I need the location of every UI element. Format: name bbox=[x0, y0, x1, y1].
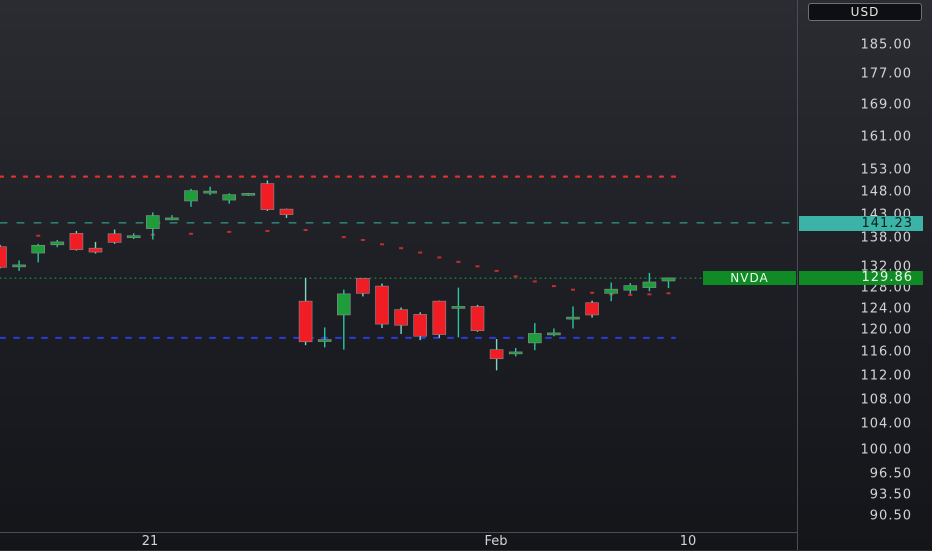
candle-body bbox=[375, 285, 389, 325]
envelope-dot bbox=[418, 251, 423, 254]
reference-price-label: 141.23 bbox=[799, 215, 923, 231]
candle-body bbox=[0, 246, 7, 268]
candlestick-chart[interactable] bbox=[0, 0, 798, 532]
envelope-dot bbox=[590, 291, 595, 294]
candle-body bbox=[146, 215, 160, 229]
candle-body bbox=[12, 264, 26, 268]
candle-body bbox=[642, 281, 657, 288]
candle-body bbox=[451, 306, 466, 309]
candle-body bbox=[317, 339, 332, 342]
candle-body bbox=[356, 278, 370, 294]
envelope-dot bbox=[551, 285, 556, 288]
candle-body bbox=[88, 247, 103, 253]
candle-body bbox=[222, 194, 236, 201]
envelope-dot bbox=[189, 232, 193, 235]
price-tick-label: 104.00 bbox=[860, 416, 912, 432]
candle-body bbox=[489, 349, 504, 360]
candle-body bbox=[126, 235, 141, 238]
price-tick-label: 90.50 bbox=[869, 508, 912, 524]
candle-body bbox=[241, 193, 256, 196]
candle-body bbox=[298, 300, 313, 343]
envelope-dot bbox=[380, 243, 384, 246]
price-tick-label: 108.00 bbox=[860, 392, 912, 408]
chart-plot-area[interactable]: NVDA bbox=[0, 0, 798, 532]
price-tick-label: 185.00 bbox=[860, 37, 912, 53]
candle-body bbox=[31, 244, 46, 254]
envelope-dot bbox=[227, 230, 232, 233]
candle-body bbox=[566, 316, 580, 320]
envelope-dot bbox=[36, 234, 41, 237]
candle-body bbox=[107, 233, 122, 243]
currency-selector[interactable]: USD bbox=[808, 3, 922, 21]
candle-body bbox=[508, 351, 523, 355]
time-label-feb: Feb bbox=[484, 534, 508, 549]
price-axis[interactable]: USD 185.00 177.00 169.00 161.00 153.00 148.00… bbox=[797, 0, 932, 550]
candle-body bbox=[623, 285, 638, 291]
time-axis[interactable]: 21 Feb 10 bbox=[0, 532, 797, 551]
candle-body bbox=[50, 241, 65, 246]
envelope-dot bbox=[647, 293, 652, 296]
candle-body bbox=[661, 277, 676, 282]
candle-body bbox=[604, 288, 619, 294]
price-tick-label: 148.00 bbox=[860, 184, 912, 200]
price-tick-label: 100.00 bbox=[860, 442, 912, 458]
symbol-label: NVDA bbox=[703, 271, 796, 286]
price-tick-label: 153.00 bbox=[860, 162, 912, 178]
envelope-dot bbox=[513, 275, 518, 278]
candle-body bbox=[413, 314, 428, 337]
candle-body bbox=[165, 217, 179, 221]
envelope-dot bbox=[360, 238, 365, 241]
candle-body bbox=[184, 190, 198, 202]
candle-body bbox=[527, 333, 542, 344]
price-tick-label: 161.00 bbox=[860, 129, 912, 145]
price-tick-label: 132.00 bbox=[860, 259, 912, 275]
envelope-dot bbox=[303, 229, 308, 232]
time-label-21: 21 bbox=[141, 534, 159, 549]
candle-body bbox=[203, 190, 217, 194]
price-tick-label: 120.00 bbox=[860, 322, 912, 338]
envelope-dot bbox=[532, 280, 537, 283]
last-price-label: 129.86 bbox=[799, 271, 923, 286]
envelope-dot bbox=[494, 269, 499, 272]
candle-body bbox=[547, 332, 561, 336]
candle-body bbox=[585, 302, 599, 316]
envelope-dot bbox=[456, 260, 461, 263]
price-tick-label: 177.00 bbox=[860, 66, 912, 82]
candle-body bbox=[394, 309, 408, 326]
candle-body bbox=[432, 300, 447, 335]
envelope-dot bbox=[399, 247, 404, 250]
envelope-dot bbox=[265, 229, 270, 232]
envelope-dot bbox=[475, 265, 480, 268]
envelope-dot bbox=[628, 293, 633, 296]
price-tick-label: 138.00 bbox=[860, 230, 912, 246]
candle-body bbox=[279, 208, 294, 215]
envelope-dot bbox=[437, 256, 442, 259]
candle-body bbox=[336, 293, 351, 316]
envelope-dot bbox=[666, 292, 671, 295]
candle-body bbox=[69, 233, 84, 250]
price-tick-label: 112.00 bbox=[860, 368, 912, 384]
time-label-10: 10 bbox=[679, 534, 697, 549]
price-tick-label: 96.50 bbox=[869, 466, 912, 482]
price-tick-label: 116.00 bbox=[860, 344, 912, 360]
price-tick-label: 124.00 bbox=[860, 301, 912, 317]
candle-body bbox=[470, 306, 485, 331]
candle-body bbox=[260, 183, 275, 210]
envelope-dot bbox=[571, 288, 575, 291]
envelope-dot bbox=[341, 236, 346, 239]
price-tick-label: 93.50 bbox=[869, 487, 912, 503]
price-tick-label: 169.00 bbox=[860, 97, 912, 113]
